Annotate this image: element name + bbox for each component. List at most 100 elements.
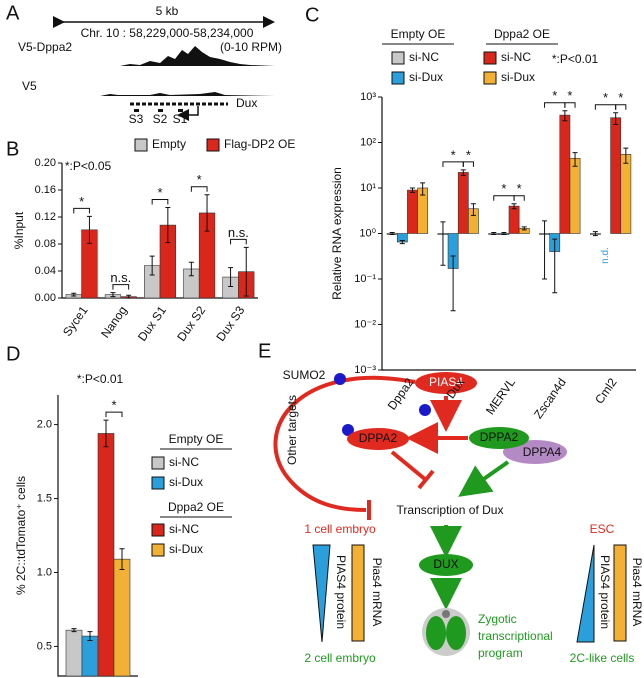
- error-bar: [126, 294, 132, 299]
- x-tick-label: Cml2: [592, 375, 620, 406]
- x-tick-label: Syce1: [60, 303, 91, 339]
- error-bar: [409, 187, 415, 193]
- significance-label: *: [552, 88, 557, 103]
- x-tick-label: Zscan4d: [531, 376, 569, 422]
- track-signal: [60, 46, 275, 66]
- significance-label: n.s.: [110, 270, 131, 285]
- significance-bracket: [564, 102, 576, 108]
- significance-bracket: [493, 195, 515, 201]
- error-bar: [511, 203, 517, 210]
- significance-label: n.s.: [228, 225, 249, 240]
- node-label: Zygotic: [478, 612, 517, 626]
- significance-label: *: [603, 90, 608, 105]
- legend-label: si-NC: [409, 50, 439, 64]
- bar: [97, 433, 115, 677]
- legend-group: Dppa2 OE: [494, 27, 550, 41]
- y-tick-label: 10²: [360, 136, 376, 148]
- x-tick-label: Dux S3: [213, 303, 247, 344]
- panel-label: A: [6, 2, 20, 24]
- significance-label: *: [517, 181, 522, 196]
- y-axis-title: %Input: [12, 211, 26, 249]
- y-tick-label: 10⁻³: [354, 364, 376, 376]
- bar: [569, 157, 581, 234]
- embryo-cell: [426, 616, 446, 650]
- legend-swatch: [391, 51, 405, 65]
- y-tick-label: 0.16: [35, 184, 56, 196]
- y-tick-label: 2.0: [37, 418, 52, 430]
- x-tick-label: Dux S1: [135, 303, 169, 344]
- legend-swatch: [483, 51, 497, 65]
- y-tick-label: 0.08: [35, 238, 56, 250]
- legend-group: Dppa2 OE: [168, 500, 224, 514]
- x-tick-label: Dux S2: [174, 303, 208, 344]
- error-bar: [420, 182, 426, 196]
- y-axis-title: Relative RNA expression: [330, 167, 344, 300]
- bar: [620, 154, 632, 234]
- significance-bracket: [544, 102, 566, 108]
- region-label: Chr. 10 : 58,229,000-58,234,000: [81, 26, 254, 40]
- y-axis-title: % 2C::tdTomato⁺ cells: [14, 476, 28, 595]
- bar: [65, 629, 83, 677]
- significance-bracket: [112, 284, 130, 290]
- error-bar: [521, 226, 527, 231]
- legend-swatch: [391, 71, 405, 85]
- gene-label: Dux: [236, 96, 257, 110]
- arrow: [458, 460, 510, 497]
- y-tick-label: 0.00: [35, 292, 56, 304]
- embryo-cell: [446, 616, 466, 650]
- significance-label: *: [111, 398, 116, 413]
- legend-label: Empty: [152, 137, 186, 151]
- significance-bracket: [615, 104, 627, 110]
- panel-label: E: [258, 340, 271, 362]
- error-bar: [491, 232, 497, 236]
- legend-label: si-NC: [169, 522, 199, 536]
- significance-bracket: [190, 186, 208, 192]
- node-label: SUMO2: [283, 368, 326, 382]
- y-tick-label: 0.12: [35, 211, 56, 223]
- node-label: 1 cell embryo: [304, 522, 376, 536]
- bar: [113, 558, 131, 677]
- bar: [610, 117, 622, 234]
- site-label: S2: [153, 112, 168, 126]
- gradient-bar: [613, 544, 627, 642]
- error-bar: [623, 147, 629, 164]
- node: [415, 372, 477, 394]
- bar: [457, 172, 469, 234]
- x-tick-label: Nanog: [98, 304, 130, 341]
- significance-bracket: [105, 411, 123, 418]
- y-tick-label: 1.5: [37, 492, 52, 504]
- gradient-wedge: [576, 544, 595, 643]
- inhibition-bar: [417, 469, 435, 490]
- error-bar: [501, 232, 507, 236]
- error-bar: [110, 292, 116, 298]
- error-bar: [71, 628, 77, 633]
- note: *:P<0.01: [552, 52, 599, 66]
- error-bar: [188, 261, 194, 277]
- node: [347, 428, 409, 450]
- site-label: S1: [173, 112, 188, 126]
- significance-label: *: [79, 194, 84, 209]
- legend-group: Empty OE: [169, 432, 224, 446]
- sumo-dot: [419, 404, 431, 416]
- error-bar: [592, 231, 598, 237]
- error-bar: [103, 419, 109, 448]
- error-bar: [243, 246, 249, 297]
- node-label: ESC: [590, 522, 615, 536]
- significance-bracket: [151, 199, 169, 205]
- node-label: DPPA2: [480, 430, 519, 444]
- node: [419, 554, 473, 576]
- scale-label: 5 kb: [156, 4, 179, 18]
- node-label: DUX: [433, 557, 458, 571]
- pathway-diagram: SUMO2 PIAS4 Other targets DPPA2 DPPA4 DP…: [273, 368, 644, 665]
- gradient-wedge: [312, 544, 331, 643]
- node-label: DPPA4: [523, 445, 562, 459]
- panel-label: D: [6, 343, 20, 365]
- error-bar: [460, 169, 466, 176]
- legend-swatch: [206, 138, 220, 152]
- significance-label: *: [567, 88, 572, 103]
- error-bar: [204, 194, 210, 232]
- error-bar: [552, 238, 558, 294]
- y-tick-label: 0.04: [35, 265, 56, 277]
- legend-label: si-Dux: [409, 70, 443, 84]
